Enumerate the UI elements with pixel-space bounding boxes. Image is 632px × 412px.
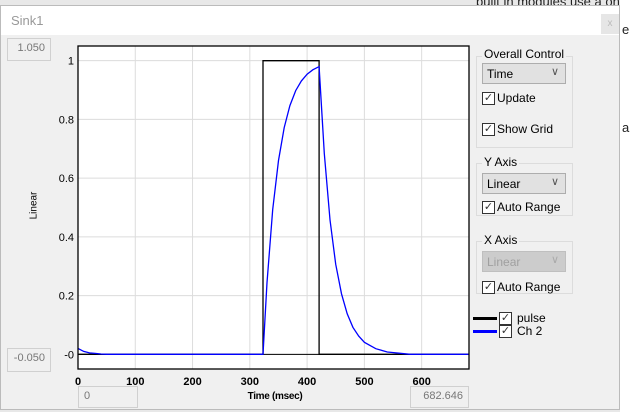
mode-value: Time — [487, 67, 514, 81]
legend-item-pulse[interactable]: ✓ pulse — [473, 311, 546, 325]
ymax-input[interactable]: 1.050 — [7, 38, 51, 61]
x-axis-group-label: X Axis — [482, 233, 520, 247]
y-scale-dropdown[interactable]: Linear ∨ — [482, 173, 566, 194]
legend-label: pulse — [517, 311, 546, 325]
plot-border — [77, 45, 470, 370]
background-text: built in modules use a one pole — [476, 0, 632, 9]
y-scale-value: Linear — [487, 177, 521, 191]
checkbox-check-icon[interactable]: ✓ — [499, 311, 512, 325]
y-tick-label: 0.4 — [59, 232, 74, 244]
window-title: Sink1 — [11, 13, 44, 28]
x-auto-range-label: Auto Range — [497, 280, 561, 294]
mode-dropdown[interactable]: Time ∨ — [482, 63, 566, 84]
checkbox-check-icon: ✓ — [482, 280, 495, 294]
update-label: Update — [497, 91, 536, 105]
x-scale-value: Linear — [487, 255, 521, 269]
x-scale-dropdown[interactable]: Linear ∨ — [482, 251, 566, 272]
chevron-down-icon: ∨ — [550, 254, 559, 266]
y-tick-label: 1 — [68, 56, 74, 68]
background-window — [620, 0, 632, 412]
show-grid-label: Show Grid — [497, 122, 554, 136]
x-tick-label: 0 — [75, 376, 81, 388]
x-tick-label: 300 — [241, 376, 259, 388]
y-tick-label: -0 — [64, 349, 74, 361]
y-axis-group-label: Y Axis — [482, 155, 520, 169]
chevron-down-icon: ∨ — [550, 176, 559, 188]
y-tick-label: 0.2 — [59, 291, 74, 303]
close-button[interactable]: x — [601, 14, 619, 34]
update-checkbox[interactable]: ✓ Update — [482, 91, 536, 105]
xmax-input[interactable]: 682.646 — [410, 386, 469, 408]
xmin-input[interactable]: 0 — [78, 386, 138, 408]
background-char: e — [622, 22, 630, 37]
x-tick-label: 400 — [298, 376, 316, 388]
y-tick-label: 0.8 — [59, 114, 74, 126]
legend-line — [473, 316, 497, 320]
checkbox-check-icon: ✓ — [482, 91, 495, 105]
show-grid-checkbox[interactable]: ✓ Show Grid — [482, 122, 553, 136]
x-axis-label: Time (msec) — [247, 391, 303, 402]
x-tick-label: 100 — [126, 376, 144, 388]
legend-item-ch2[interactable]: ✓ Ch 2 — [473, 324, 542, 338]
legend-line — [473, 329, 497, 333]
checkbox-check-icon: ✓ — [482, 122, 495, 136]
series-line-ch-2 — [77, 65, 469, 355]
y-auto-range-checkbox[interactable]: ✓ Auto Range — [482, 200, 560, 214]
x-tick-label: 500 — [355, 376, 373, 388]
x-tick-label: 600 — [412, 376, 430, 388]
chevron-down-icon: ∨ — [550, 66, 559, 78]
x-tick-label: 200 — [183, 376, 201, 388]
x-auto-range-checkbox[interactable]: ✓ Auto Range — [482, 280, 560, 294]
checkbox-check-icon[interactable]: ✓ — [499, 324, 512, 338]
y-auto-range-label: Auto Range — [497, 200, 561, 214]
background-char: a — [622, 120, 630, 135]
overall-control-label: Overall Control — [482, 47, 567, 61]
legend-label: Ch 2 — [517, 324, 543, 338]
ymin-input[interactable]: -0.050 — [7, 348, 51, 372]
x-axis-group — [476, 241, 573, 294]
title-bar[interactable]: Sink1 x — [1, 6, 619, 35]
y-tick-label: 0.6 — [59, 173, 74, 185]
y-axis-group — [476, 163, 573, 216]
checkbox-check-icon: ✓ — [482, 200, 495, 214]
